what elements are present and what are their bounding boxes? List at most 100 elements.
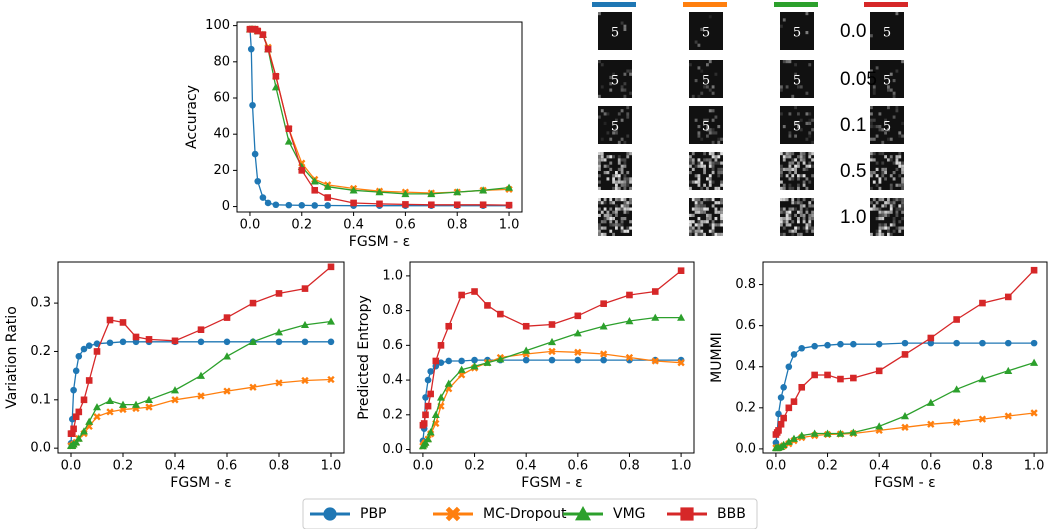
noise xyxy=(691,167,695,171)
noise xyxy=(901,134,904,138)
noise xyxy=(808,121,812,125)
noise xyxy=(720,167,723,171)
series-line xyxy=(422,350,682,447)
marker xyxy=(72,367,80,375)
noise xyxy=(884,201,887,205)
marker xyxy=(223,352,231,360)
noise xyxy=(901,204,904,208)
noise xyxy=(697,201,701,205)
noise xyxy=(805,207,809,211)
noise xyxy=(808,161,812,165)
x-tick-label: 0.6 xyxy=(920,459,941,474)
noise xyxy=(697,43,701,47)
marker xyxy=(327,263,335,271)
noise xyxy=(872,118,876,122)
image-bg xyxy=(598,106,632,144)
y-tick-label: 0.2 xyxy=(382,407,403,422)
noise xyxy=(887,128,890,132)
noise xyxy=(875,207,879,211)
noise xyxy=(782,207,786,211)
noise xyxy=(811,118,814,122)
noise xyxy=(612,177,615,181)
noise xyxy=(870,232,873,236)
noise xyxy=(794,158,797,162)
noise xyxy=(691,152,695,156)
x-axis-label: FGSM - ε xyxy=(349,234,410,250)
marker xyxy=(272,72,280,80)
noise xyxy=(889,72,893,76)
noise xyxy=(711,223,715,227)
noise xyxy=(694,40,698,44)
noise xyxy=(870,207,873,211)
noise xyxy=(901,60,904,64)
y-tick-label: 0.8 xyxy=(735,277,756,292)
image-bg xyxy=(780,60,814,98)
marker xyxy=(197,371,205,379)
noise xyxy=(717,155,721,159)
noise xyxy=(600,158,604,162)
marker xyxy=(1030,409,1038,417)
noise xyxy=(887,232,890,236)
noise xyxy=(714,131,718,135)
noise xyxy=(898,174,902,178)
noise xyxy=(598,12,601,16)
mnist-image xyxy=(780,152,814,190)
noise xyxy=(881,152,885,156)
marker xyxy=(927,339,935,347)
noise xyxy=(706,158,709,162)
noise xyxy=(892,204,896,208)
marker xyxy=(790,398,798,405)
noise xyxy=(889,186,893,190)
noise xyxy=(629,69,632,73)
noise xyxy=(689,164,692,168)
noise xyxy=(617,174,621,178)
marker xyxy=(93,403,101,411)
noise xyxy=(884,210,887,214)
noise xyxy=(606,213,610,217)
noise xyxy=(895,213,899,217)
marker xyxy=(625,317,634,325)
marker xyxy=(453,201,461,209)
marker xyxy=(453,188,462,196)
noise xyxy=(898,155,902,159)
noise xyxy=(615,128,618,132)
marker xyxy=(145,403,153,411)
noise xyxy=(895,226,899,230)
noise xyxy=(794,106,797,110)
noise xyxy=(708,15,712,19)
noise xyxy=(802,180,806,184)
noise xyxy=(609,220,613,224)
noise xyxy=(808,220,812,224)
noise xyxy=(697,134,701,138)
noise xyxy=(617,180,621,184)
marker xyxy=(445,322,453,330)
noise xyxy=(609,229,613,233)
noise xyxy=(808,164,812,168)
noise xyxy=(708,217,712,221)
marker xyxy=(69,430,76,437)
noise xyxy=(711,152,715,156)
mnist-image xyxy=(689,198,723,236)
noise xyxy=(609,207,613,211)
marker xyxy=(171,386,179,394)
noise xyxy=(780,223,783,227)
noise xyxy=(780,112,783,116)
noise xyxy=(901,171,904,175)
marker xyxy=(323,507,337,521)
noise xyxy=(623,27,627,31)
noise xyxy=(708,109,712,113)
noise xyxy=(887,106,890,110)
noise xyxy=(598,226,601,230)
marker xyxy=(80,345,88,353)
noise xyxy=(794,167,797,171)
noise xyxy=(620,229,624,233)
marker xyxy=(402,201,409,208)
noise xyxy=(791,94,795,98)
mnist-image: 5 xyxy=(689,60,723,98)
mnist-image: 5 xyxy=(689,106,723,144)
noise xyxy=(881,226,885,230)
noise xyxy=(598,155,601,159)
noise xyxy=(620,109,624,113)
marker xyxy=(93,413,101,421)
marker xyxy=(349,186,358,194)
